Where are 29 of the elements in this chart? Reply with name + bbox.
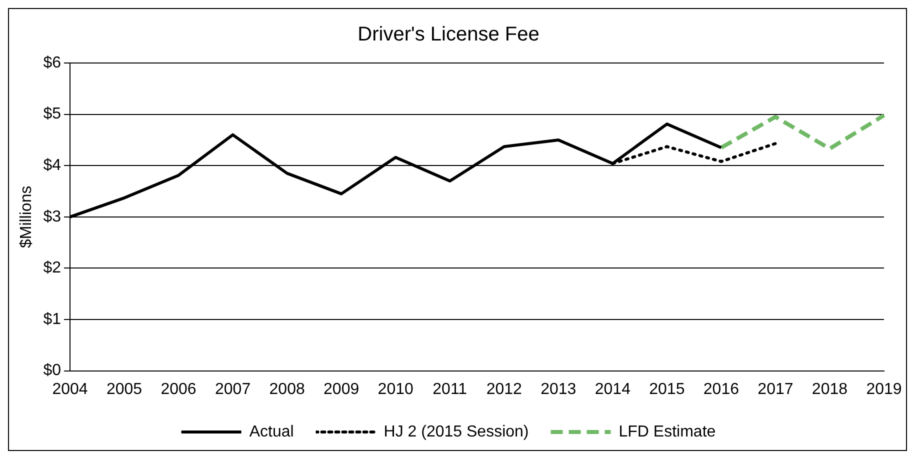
x-tick-label: 2011: [432, 380, 468, 398]
y-tick-label: $3: [43, 208, 62, 226]
x-tick-label: 2004: [52, 380, 88, 398]
y-tick-label: $2: [43, 260, 62, 277]
y-axis-title: $Millions: [18, 186, 36, 248]
x-tick-label: 2013: [540, 380, 576, 398]
legend-label: LFD Estimate: [618, 423, 716, 440]
y-tick-label: $0: [43, 362, 62, 380]
x-tick-label: 2005: [106, 380, 142, 398]
x-tick-label: 2016: [703, 380, 740, 398]
x-tick-label: 2009: [324, 380, 360, 398]
x-tick-label: 2017: [758, 380, 794, 398]
legend-label: Actual: [249, 423, 294, 440]
x-tick-label: 2018: [812, 380, 848, 398]
y-tick-label: $6: [43, 54, 62, 72]
x-tick-label: 2019: [866, 380, 902, 398]
y-tick-label: $1: [43, 310, 62, 328]
legend-label: HJ 2 (2015 Session): [384, 423, 529, 440]
x-tick-label: 2006: [160, 380, 196, 398]
line-series: [719, 113, 886, 151]
x-tick-label: 2008: [269, 380, 305, 398]
x-tick-label: 2007: [215, 380, 251, 398]
y-tick-label: $5: [43, 106, 62, 123]
chart-title: Driver's License Fee: [358, 24, 540, 46]
x-tick-label: 2012: [486, 380, 522, 398]
x-tick-label: 2014: [594, 380, 631, 398]
x-tick-label: 2010: [378, 380, 414, 398]
x-tick-label: 2015: [649, 380, 685, 398]
y-tick-label: $4: [43, 157, 62, 174]
